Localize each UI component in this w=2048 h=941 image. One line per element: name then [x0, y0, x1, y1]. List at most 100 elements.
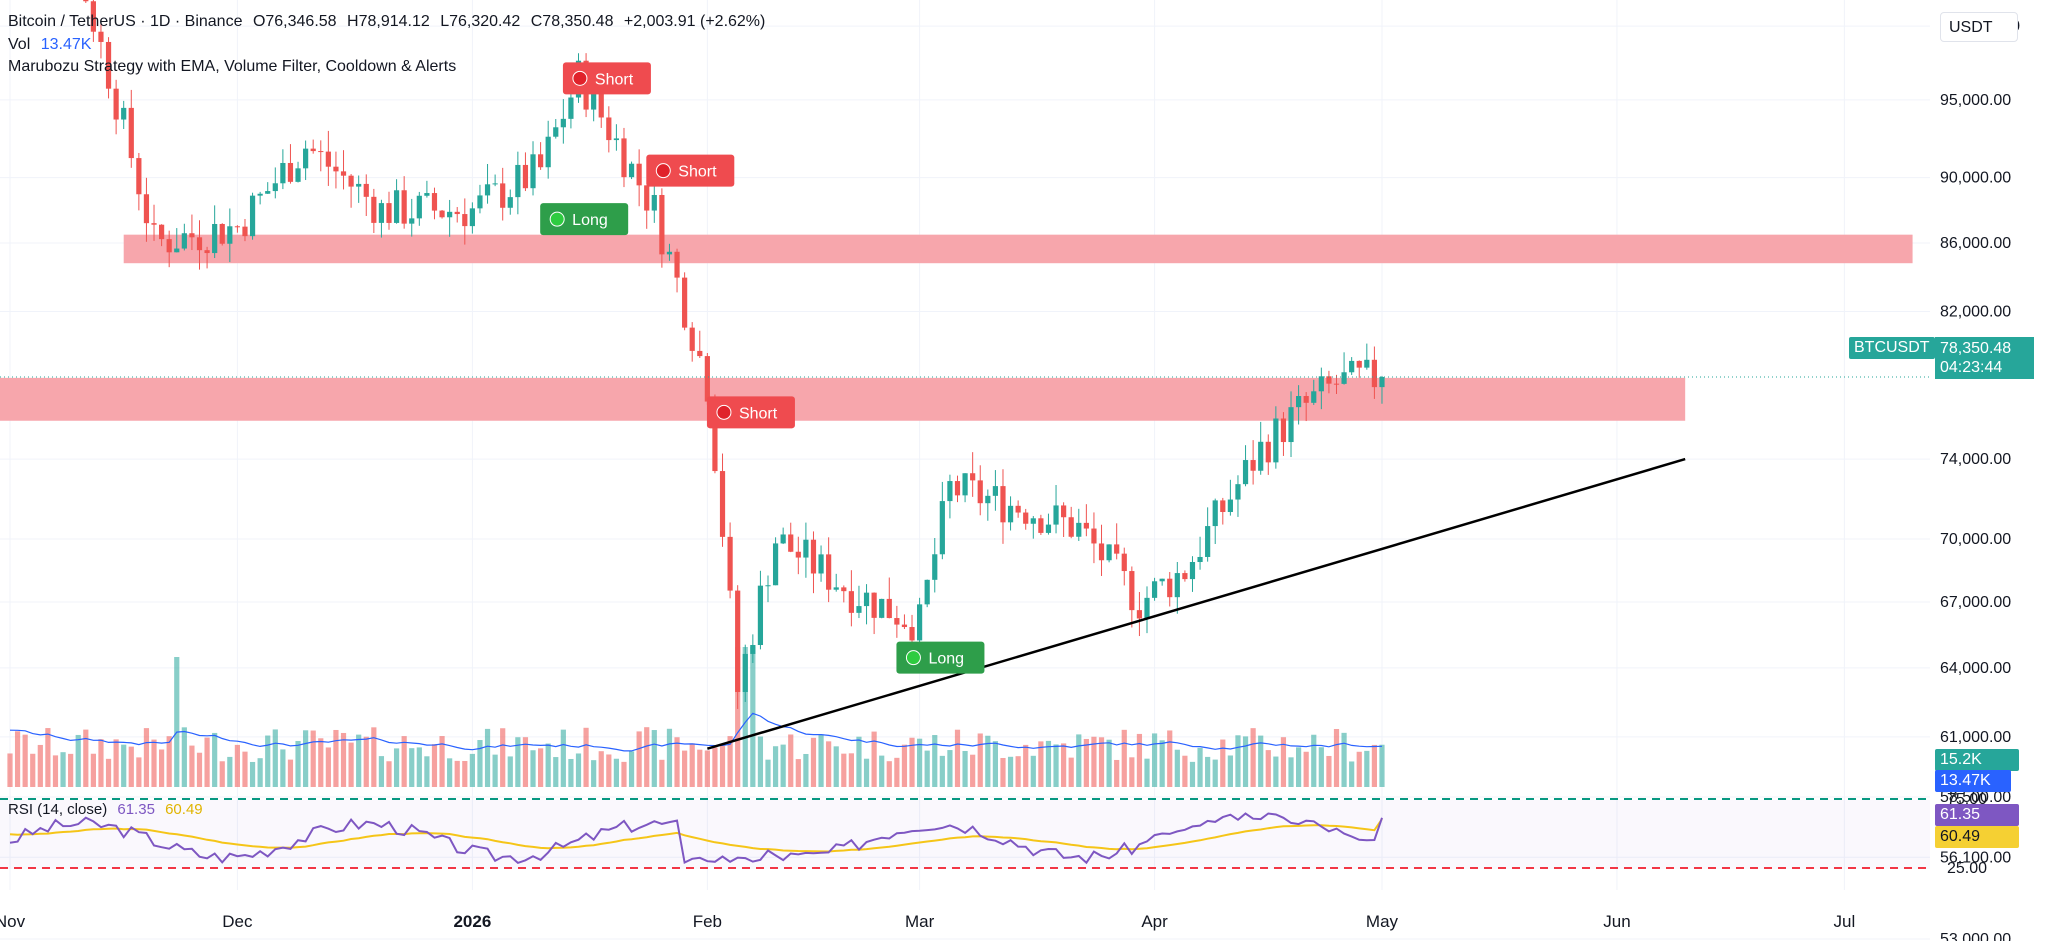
volume-bar — [1364, 750, 1370, 787]
long-signal[interactable]: Long — [540, 203, 629, 236]
signal-box — [646, 154, 735, 187]
volume-bar — [719, 743, 726, 787]
candle-body — [848, 591, 854, 613]
rsi-tag: 61.35 — [1935, 804, 2019, 826]
volume-ema-line — [9, 712, 1383, 752]
volume-bar — [143, 728, 150, 787]
volume-bar — [1265, 750, 1271, 787]
short-signal[interactable]: Short — [706, 396, 795, 429]
volume-bar — [37, 744, 43, 787]
candle-body — [1235, 484, 1241, 500]
candle-body — [363, 183, 369, 197]
volume-bar — [628, 751, 635, 787]
volume-legend[interactable]: Vol 13.47K — [8, 36, 97, 54]
candle-body — [954, 481, 961, 496]
volume-bar — [1106, 739, 1112, 787]
long-signal[interactable]: Long — [896, 641, 985, 674]
long-dot-icon — [549, 211, 565, 227]
volume-bar — [1258, 735, 1264, 787]
volume-bar — [1114, 759, 1120, 787]
volume-bar — [7, 753, 13, 787]
volume-bar — [985, 735, 991, 787]
volume-bar — [894, 757, 900, 787]
volume-bar — [538, 748, 544, 787]
candle-body — [1015, 505, 1021, 513]
bar-countdown: 04:23:44 — [1940, 359, 2003, 376]
trendline[interactable] — [707, 457, 1686, 750]
candle-body — [689, 327, 695, 351]
volume-bar — [674, 737, 680, 787]
volume-bar — [545, 743, 551, 787]
time-axis-label: Jul — [1833, 912, 1855, 931]
signal-box — [706, 396, 795, 429]
volume-bar — [303, 730, 309, 787]
volume-bar — [1000, 757, 1006, 787]
candle-body — [1197, 556, 1203, 563]
resistance-zone[interactable] — [123, 234, 1913, 264]
candle-body — [765, 585, 771, 587]
candle-body — [249, 195, 256, 237]
candle-body — [469, 208, 475, 227]
candle-body — [113, 88, 119, 120]
symbol-title[interactable]: Bitcoin / TetherUS · 1D · Binance — [8, 13, 243, 30]
candle-body — [682, 277, 688, 328]
candle-body — [1129, 571, 1135, 611]
volume-bar — [1182, 755, 1188, 787]
volume-bar — [136, 757, 142, 787]
volume-bar — [1030, 755, 1036, 787]
volume-bar — [280, 749, 286, 787]
candle-body — [735, 590, 741, 693]
short-signal[interactable]: Short — [646, 154, 735, 187]
candle-body — [924, 579, 930, 605]
price-axis[interactable]: 100,000.0095,000.0090,000.0086,000.0082,… — [1940, 18, 2020, 941]
candle-body — [1189, 562, 1196, 580]
price-axis-label: 74,000.00 — [1940, 451, 2011, 468]
price-axis-label: 95,000.00 — [1940, 92, 2011, 109]
volume-bar — [1288, 757, 1294, 787]
candle-body — [1326, 376, 1332, 384]
candle-body — [318, 151, 324, 153]
volume-bar — [310, 730, 316, 787]
volume-bar — [189, 745, 195, 787]
volume-bar — [462, 760, 468, 787]
candle-body — [174, 248, 180, 253]
volume-bar — [772, 746, 779, 787]
candle-body — [644, 185, 650, 211]
candle-body — [1106, 544, 1112, 561]
volume-bar — [287, 759, 294, 787]
short-signal[interactable]: Short — [562, 62, 651, 95]
resistance-zone[interactable] — [0, 377, 1686, 421]
last-price-tag: 78,350.48 04:23:44 — [1935, 337, 2034, 379]
strategy-legend[interactable]: Marubozu Strategy with EMA, Volume Filte… — [8, 58, 462, 76]
candle-body — [333, 166, 339, 172]
signal-box — [562, 62, 651, 95]
signal-label: Short — [595, 71, 634, 88]
volume-bar — [841, 753, 847, 787]
currency-selector[interactable]: USDT — [1940, 12, 2018, 42]
rsi-legend[interactable]: RSI (14, close) 61.35 60.49 — [8, 801, 203, 818]
volume-bar — [1136, 733, 1143, 787]
candle-body — [181, 233, 187, 249]
volume-bar — [1235, 735, 1241, 787]
volume-bar — [598, 751, 604, 787]
candle-body — [371, 196, 377, 223]
volume-bar — [636, 731, 642, 787]
rsi-band — [0, 800, 1930, 869]
candle-body — [439, 210, 445, 218]
volume-bar — [401, 736, 407, 787]
candle-body — [416, 195, 422, 219]
candle-body — [151, 223, 157, 225]
volume-bar — [848, 753, 854, 787]
candle-body — [697, 350, 703, 357]
candle-body — [1318, 376, 1324, 392]
time-axis-label: Nov — [0, 912, 26, 931]
candle-body — [992, 486, 998, 496]
candle-body — [750, 645, 756, 654]
candle-body — [477, 195, 483, 209]
time-axis[interactable]: Nov Dec 2026 Feb Mar Apr May Jun Jul — [0, 912, 1855, 931]
volume-bar — [689, 743, 695, 787]
volume-bar — [393, 748, 400, 787]
volume-bar — [1159, 740, 1165, 787]
candle-body — [1280, 418, 1287, 443]
